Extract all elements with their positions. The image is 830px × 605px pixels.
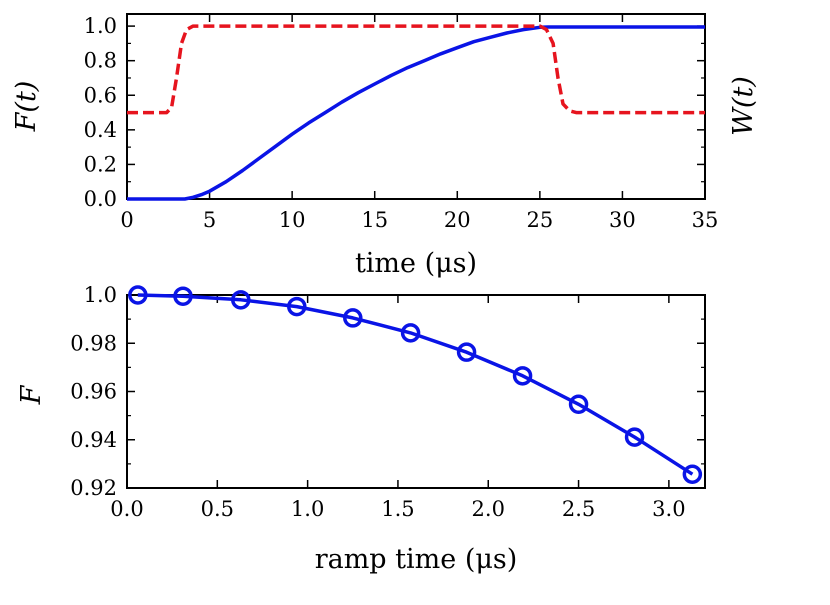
top-x-tick-label: 5 [203,208,216,232]
bottom-data-point [456,342,477,362]
top-series-group [127,24,705,201]
top-series-line-1 [127,24,705,115]
bottom-data-point [231,290,251,310]
bottom-axis-ticks: 0.0 0.5 1.0 1.5 2.0 2.5 3.0 0.92 0.94 0.96 0.98 1.0 [70,283,705,521]
top-y-tick-label: 0.8 [84,49,117,73]
top-x-tick-label: 15 [361,208,388,232]
bottom-data-point [128,285,148,305]
bottom-data-point [173,286,193,306]
top-y-tick-label: 1.0 [84,14,117,38]
top-axis-ticks: 0 5 10 15 20 25 30 35 0.0 0.2 0.4 0.6 0.8 1.0 [84,14,719,232]
bottom-y-tick-label: 0.92 [70,476,117,500]
top-x-axis-label: time (μs) [355,248,477,279]
bottom-data-point [512,366,533,386]
bottom-data-point [624,427,645,447]
top-series-line-0 [127,25,705,201]
top-x-tick-label: 25 [526,208,553,232]
bottom-y-axis-label: F [16,384,47,405]
top-x-tick-label: 0 [120,208,133,232]
bottom-series-line-0 [137,293,694,476]
bottom-x-tick-label: 0.5 [201,497,234,521]
top-plot-frame [126,13,706,200]
bottom-y-tick-label: 0.96 [70,380,117,404]
top-y-axis-label: F(t) [11,81,42,133]
top-y-tick-label: 0.2 [84,152,117,176]
top-x-tick-label: 10 [279,208,306,232]
bottom-y-tick-label: 0.98 [70,331,117,355]
bottom-x-axis-label: ramp time (μs) [315,544,518,575]
top-x-tick-label: 35 [692,208,719,232]
top-y-tick-label: 0.6 [84,83,117,107]
bottom-x-tick-label: 2.5 [562,497,595,521]
top-y-tick-label: 0.4 [84,118,117,142]
bottom-plot-frame [126,294,706,489]
bottom-data-point [343,308,363,328]
bottom-x-tick-label: 1.5 [381,497,414,521]
top-x-tick-label: 20 [444,208,471,232]
bottom-data-point [287,296,307,317]
bottom-y-tick-label: 0.94 [70,428,117,452]
bottom-data-point [682,464,703,484]
bottom-x-tick-label: 3.0 [652,497,685,521]
fidelity-time-chart: 0 5 10 15 20 25 30 35 0.0 0.2 0.4 0.6 0.8 1.0 time (μ… [11,13,759,279]
bottom-data-point [568,394,589,415]
top-y-tick-label: 0.0 [84,187,117,211]
bottom-data-point [400,323,421,343]
bottom-x-tick-label: 2.0 [472,497,505,521]
fidelity-ramp-chart: 0.0 0.5 1.0 1.5 2.0 2.5 3.0 0.92 0.94 0.96 0.98 1.0… [16,283,706,575]
bottom-y-tick-label: 1.0 [84,283,117,307]
bottom-series-group [128,285,703,484]
bottom-x-tick-label: 1.0 [291,497,324,521]
top-x-tick-label: 30 [609,208,636,232]
bottom-x-tick-label: 0.0 [110,497,143,521]
top-right-y-axis-label: W(t) [728,76,759,136]
